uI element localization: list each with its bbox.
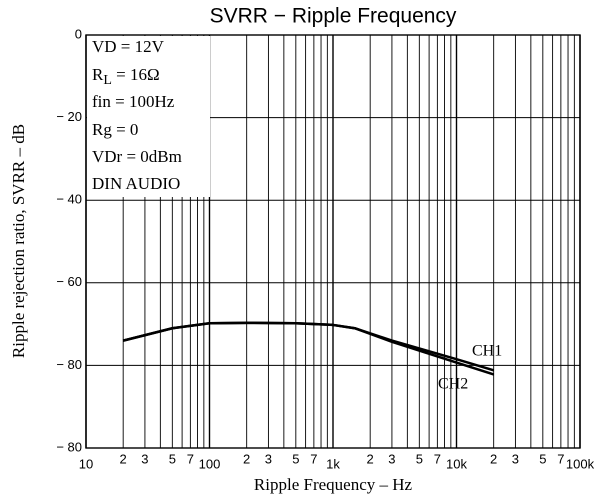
annotation: DIN AUDIO [92,174,180,193]
x-axis-label: Ripple Frequency – Hz [254,475,413,494]
x-tick-label: 2 [490,451,497,466]
y-tick-label: − 80 [56,357,82,372]
annotation-part: L [103,73,112,88]
annotation: fin = 100Hz [92,92,175,111]
x-tick-label: 5 [416,451,423,466]
y-tick-bg [58,274,84,291]
chart-title: SVRR − Ripple Frequency [210,5,457,28]
x-tick-label: 100 [199,456,221,471]
x-tick-label: 3 [265,451,272,466]
series-label: CH1 [472,343,502,360]
x-tick-label: 10 [79,456,93,471]
annotation: VD = 12V [92,37,165,56]
x-tick-label: 7 [557,451,564,466]
x-tick-label: 5 [292,451,299,466]
x-tick-label: 3 [388,451,395,466]
y-axis-label: Ripple rejection ratio, SVRR – dB [9,124,28,358]
y-tick-bg [58,357,84,374]
x-tick-label: 5 [169,451,176,466]
x-tick-label: 7 [434,451,441,466]
y-tick-bg [58,109,84,126]
x-tick-label: 1k [326,456,340,471]
series-line [122,321,495,376]
x-tick-label: 2 [367,451,374,466]
x-tick-label: 7 [187,451,194,466]
x-tick-label: 3 [512,451,519,466]
x-tick-label: 2 [243,451,250,466]
annotation-part: R [92,65,104,84]
annotation: RL = 16Ω [92,65,160,88]
plot-frame [85,34,581,449]
series-line [122,321,495,372]
x-tick-label: 2 [120,451,127,466]
annotation: Rg = 0 [92,120,138,139]
y-tick-bg [58,192,84,209]
y-tick-bg [58,440,84,456]
x-tick-label: 100k [566,456,595,471]
y-tick-label: − 40 [56,192,82,207]
y-tick-label: − 80 [56,439,82,454]
y-tick-label: 0 [75,26,82,41]
x-tick-label: 10k [446,456,467,471]
series-label: CH2 [438,376,468,393]
x-tick-label: 5 [539,451,546,466]
y-tick-label: − 20 [56,109,82,124]
x-tick-label: 7 [310,451,317,466]
y-tick-label: − 60 [56,274,82,289]
y-tick-bg [58,27,84,43]
annotation: VDr = 0dBm [92,147,182,166]
annotation-box [87,36,210,197]
x-tick-label: 3 [141,451,148,466]
annotation-part: = 16Ω [112,65,160,84]
